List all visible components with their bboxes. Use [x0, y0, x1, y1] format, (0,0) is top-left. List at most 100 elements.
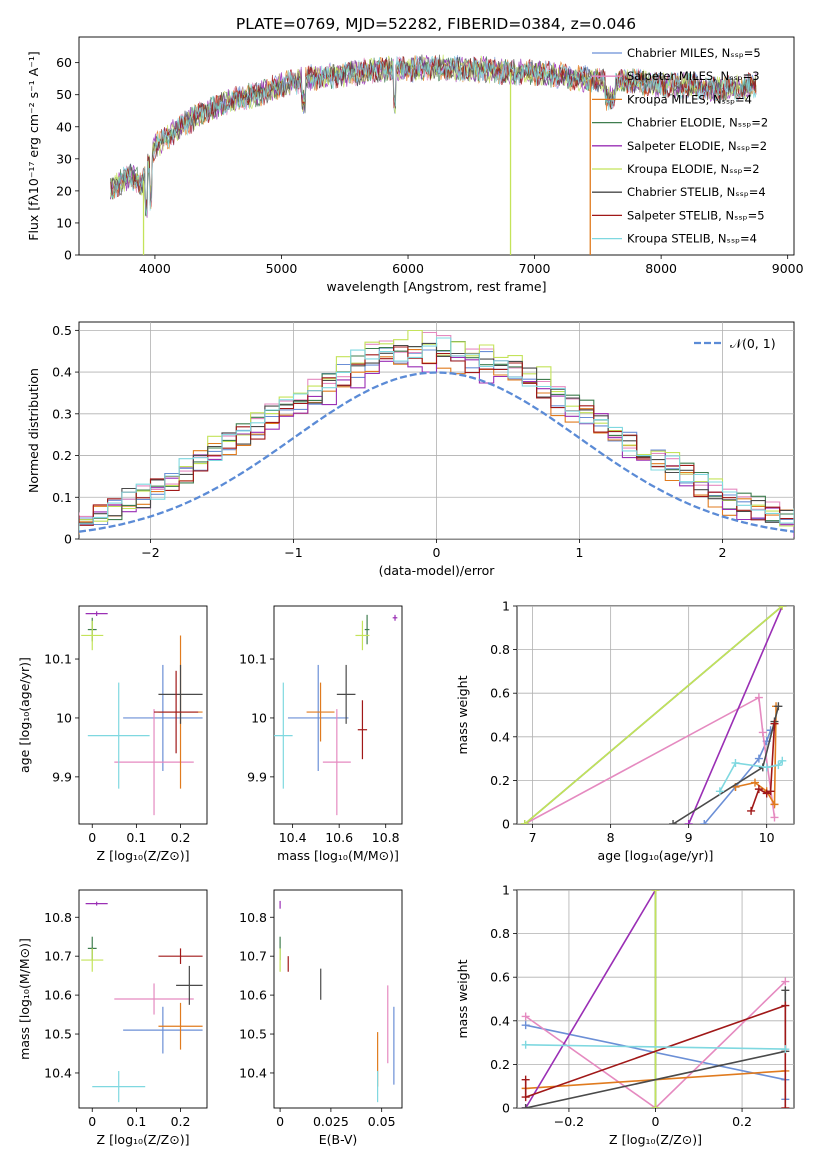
y-axis-label: mass [log₁₀(M/M⊙)]: [17, 938, 32, 1060]
weight-marker: [781, 986, 790, 995]
axes-frame: [273, 889, 403, 1109]
axes-frame: [516, 605, 795, 825]
weight-marker: [778, 606, 787, 610]
histogram-step: [79, 355, 794, 538]
gaussian-curve: [79, 371, 794, 533]
x-tick-label: 7000: [519, 261, 551, 276]
weight-marker: [750, 778, 759, 787]
weight-marker: [770, 813, 779, 822]
y-axis-label: Flux [fλ10⁻¹⁷ erg cm⁻² s⁻¹ A⁻¹]: [26, 51, 41, 240]
y-axis-label: Normed distribution: [26, 368, 41, 493]
y-tick-label: 10.1: [239, 652, 267, 667]
legend-label: Chabrier STELIB, Nₛₛₚ=4: [627, 185, 766, 199]
y-tick-label: 0.4: [490, 729, 510, 744]
weight-marker: [715, 787, 724, 796]
weight-marker: [521, 1040, 530, 1049]
y-tick-label: 9.9: [247, 769, 267, 784]
weight-line: [672, 706, 780, 824]
x-tick-label: 0.025: [313, 1114, 349, 1129]
y-axis-label: age [log₁₀(age/yr)]: [17, 657, 32, 773]
weight-marker: [770, 800, 779, 809]
y-tick-label: 50: [56, 87, 72, 102]
weight-line: [524, 1004, 787, 1108]
x-tick-label: 10.6: [325, 830, 353, 845]
y-tick-label: 0.8: [490, 642, 510, 657]
x-tick-label: 0: [88, 1114, 96, 1129]
weight-marker: [651, 890, 660, 894]
y-tick-label: 0: [502, 817, 510, 832]
y-tick-label: 10.6: [239, 988, 267, 1003]
weight-marker: [521, 1104, 530, 1108]
weight-line: [524, 696, 776, 824]
weight-marker: [521, 1021, 530, 1030]
weight-marker: [669, 820, 678, 824]
x-tick-label: 6000: [392, 261, 424, 276]
x-tick-label: 4000: [139, 261, 171, 276]
x-tick-label: −2: [141, 545, 159, 560]
x-tick-label: 0: [433, 545, 441, 560]
y-tick-label: 0.6: [490, 686, 510, 701]
histogram-step: [79, 346, 794, 526]
y-tick-label: 0.6: [490, 970, 510, 985]
x-axis-label: age [log₁₀(age/yr)]: [598, 848, 714, 863]
x-tick-label: 0: [652, 1114, 660, 1129]
weight-line: [525, 1044, 786, 1050]
y-tick-label: 10.4: [239, 1065, 267, 1080]
x-tick-label: 0.2: [171, 830, 191, 845]
x-tick-label: 0.2: [732, 1114, 752, 1129]
spectrum-line: [110, 54, 757, 216]
weight-line: [687, 606, 784, 824]
legend-label: Salpeter STELIB, Nₛₛₚ=5: [627, 208, 765, 222]
weight-line: [719, 760, 783, 792]
legend-label: Salpeter ELODIE, Nₛₛₚ=2: [627, 139, 767, 153]
y-tick-label: 0.4: [52, 365, 72, 380]
weight-marker: [774, 761, 783, 770]
weight-marker: [521, 1012, 530, 1021]
x-axis-label: wavelength [Angstrom, rest frame]: [326, 279, 546, 294]
x-tick-label: 2: [719, 545, 727, 560]
legend-label: Kroupa STELIB, Nₛₛₚ=4: [627, 232, 757, 246]
x-tick-label: 0.2: [171, 1114, 191, 1129]
y-tick-label: 1: [502, 883, 510, 898]
x-tick-label: 1: [576, 545, 584, 560]
weight-marker: [747, 806, 756, 815]
weight-marker: [758, 728, 767, 737]
weight-marker: [754, 785, 763, 794]
weight-marker: [700, 820, 709, 824]
weight-marker: [521, 1093, 530, 1102]
weight-marker: [520, 820, 529, 824]
weight-marker: [770, 719, 779, 728]
x-axis-label: Z [log₁₀(Z/Z⊙)]: [97, 1132, 190, 1147]
x-tick-label: 10: [759, 830, 775, 845]
weight-marker: [781, 1001, 790, 1010]
y-tick-label: 0.2: [490, 1057, 510, 1072]
axes-frame: [78, 889, 208, 1109]
plot-area-massweight-vs-age: [517, 606, 794, 824]
y-tick-label: 10.8: [44, 910, 72, 925]
plot-area-mass-vs-Z: [81, 901, 203, 1103]
y-tick-label: 9.9: [52, 769, 72, 784]
plot-area-residuals: [79, 322, 794, 539]
y-tick-label: 10.4: [44, 1065, 72, 1080]
weight-line: [525, 890, 657, 1108]
weight-marker: [762, 763, 771, 772]
y-tick-label: 10: [251, 710, 267, 725]
weight-line: [703, 730, 772, 824]
y-tick-label: 10.5: [44, 1027, 72, 1042]
weight-marker: [778, 756, 787, 765]
weight-marker: [781, 1104, 790, 1108]
x-axis-label: (data-model)/error: [379, 563, 496, 578]
plot-area-mass-vs-ebv: [279, 900, 395, 1103]
plot-area-massweight-vs-Z: [517, 890, 794, 1108]
y-tick-label: 0.4: [490, 1013, 510, 1028]
y-axis-label: mass weight: [455, 675, 470, 754]
weight-marker: [781, 1045, 790, 1054]
plot-area-age-vs-Z: [81, 611, 203, 816]
axes-frame: [78, 36, 795, 256]
weight-marker: [651, 1104, 660, 1108]
weight-line: [524, 606, 783, 824]
y-tick-label: 60: [56, 55, 72, 70]
x-tick-label: 9000: [772, 261, 804, 276]
y-tick-label: 10.7: [44, 949, 72, 964]
